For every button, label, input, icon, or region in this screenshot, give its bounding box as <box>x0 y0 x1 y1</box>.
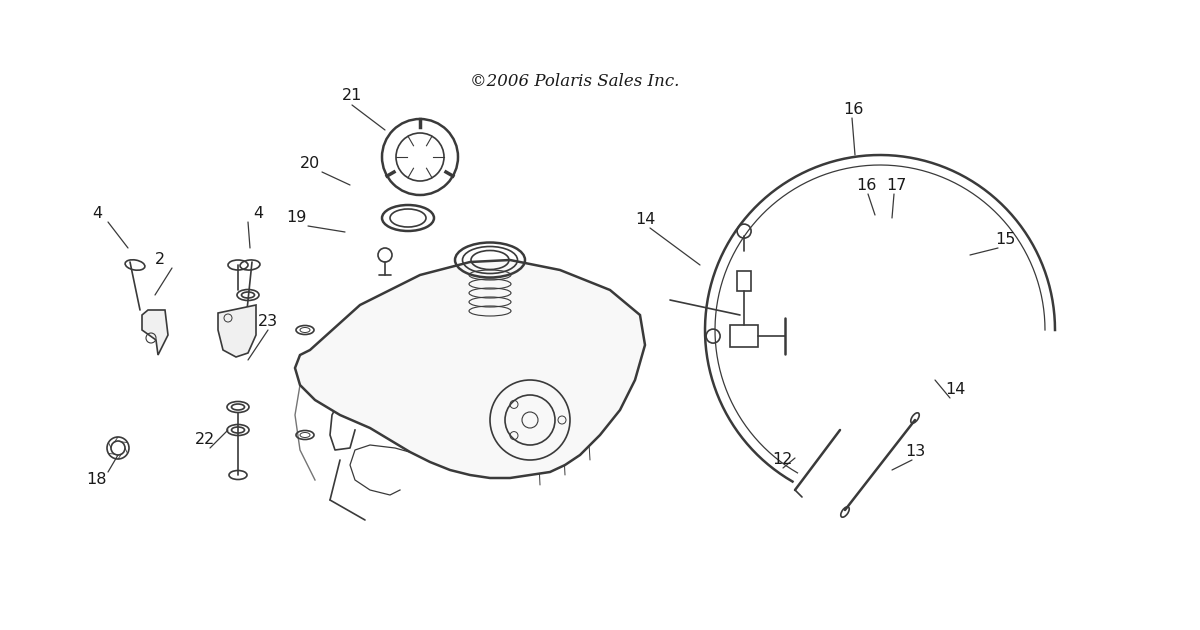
Text: 15: 15 <box>995 232 1015 248</box>
Text: 19: 19 <box>286 210 306 226</box>
Text: 16: 16 <box>856 178 876 193</box>
Text: 14: 14 <box>635 212 655 227</box>
Text: 14: 14 <box>944 382 965 398</box>
Text: 13: 13 <box>905 445 925 459</box>
Polygon shape <box>142 310 168 355</box>
Text: 17: 17 <box>886 178 906 193</box>
Text: 2: 2 <box>155 253 166 268</box>
Text: 4: 4 <box>92 205 102 220</box>
Text: 21: 21 <box>342 88 362 103</box>
Bar <box>730 325 758 347</box>
Text: 16: 16 <box>842 103 863 118</box>
Polygon shape <box>218 305 256 357</box>
Text: 4: 4 <box>253 207 263 222</box>
Text: 12: 12 <box>772 452 792 467</box>
Text: 18: 18 <box>86 471 107 486</box>
Text: 22: 22 <box>194 433 215 447</box>
Text: 20: 20 <box>300 156 320 171</box>
Polygon shape <box>295 260 646 478</box>
Text: 23: 23 <box>258 314 278 328</box>
Bar <box>737 271 751 291</box>
Text: ©2006 Polaris Sales Inc.: ©2006 Polaris Sales Inc. <box>470 74 679 91</box>
